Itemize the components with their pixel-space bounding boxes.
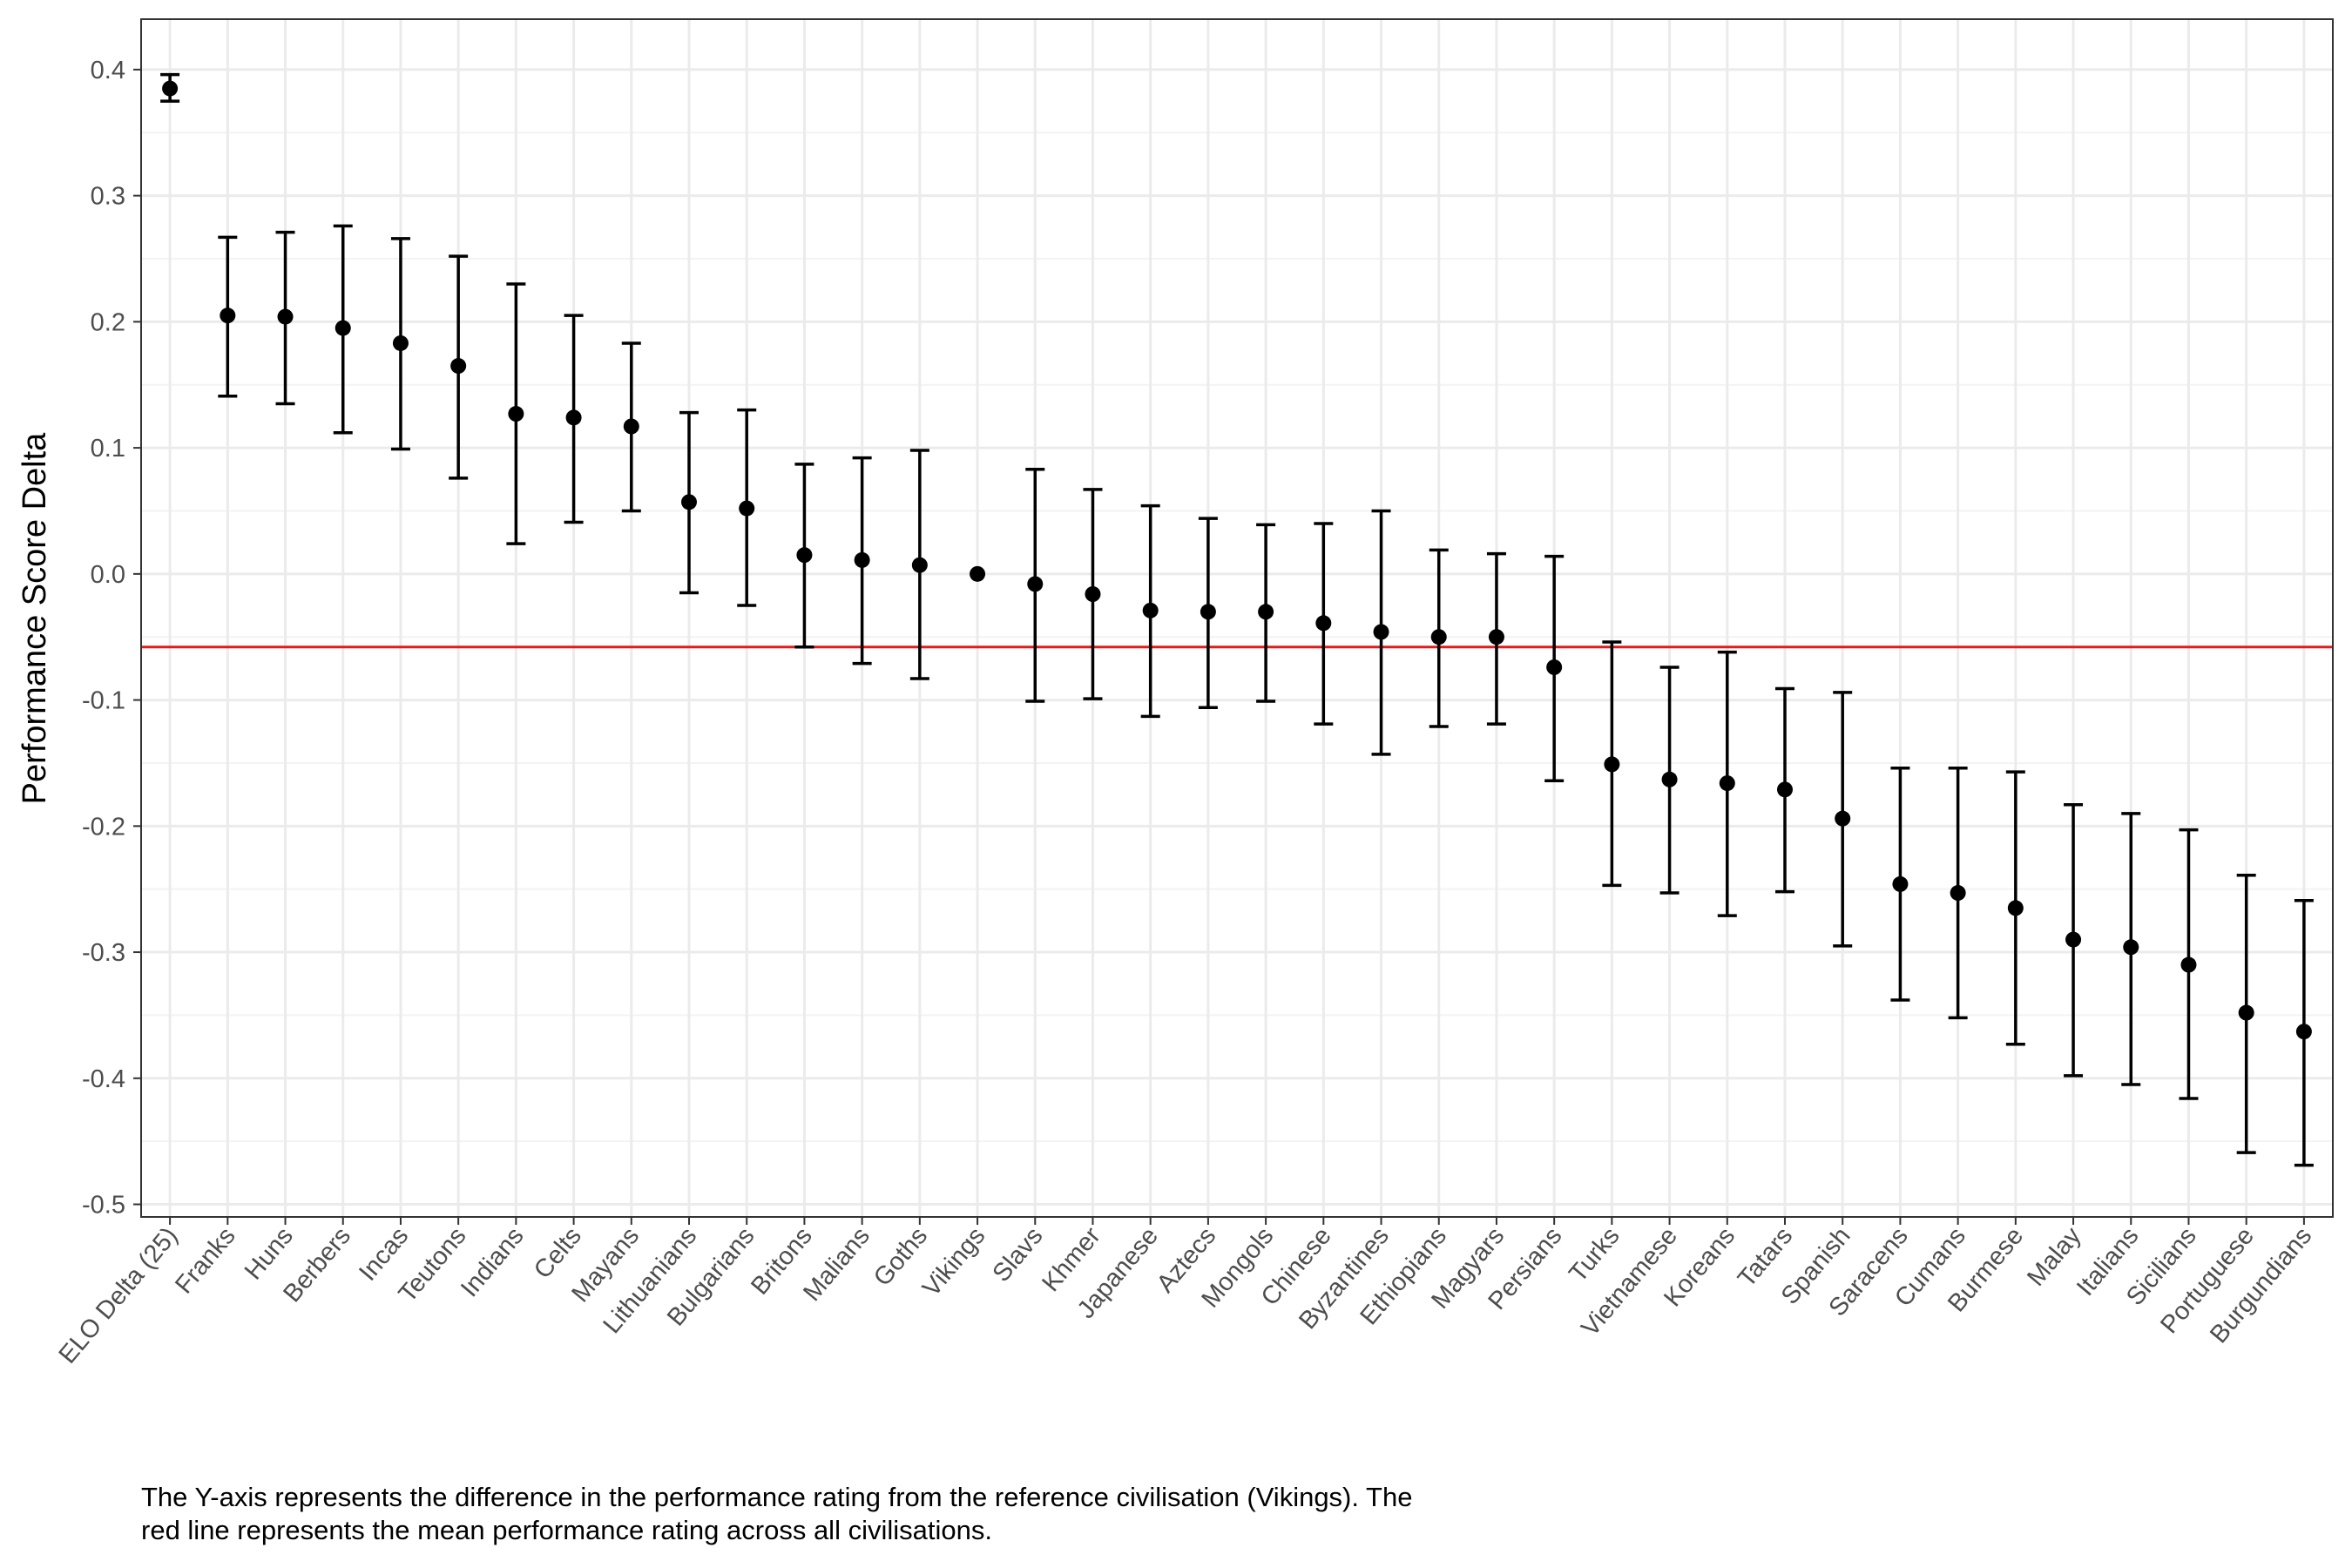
data-point xyxy=(1835,810,1851,827)
figure-caption: The Y-axis represents the difference in … xyxy=(141,1481,1674,1547)
data-point xyxy=(1430,629,1447,645)
y-tick-label: 0.3 xyxy=(91,183,125,211)
data-point xyxy=(392,335,409,351)
data-point xyxy=(911,557,928,573)
data-point xyxy=(508,406,524,422)
caption-line-1: The Y-axis represents the difference in … xyxy=(141,1482,1413,1512)
data-point xyxy=(623,418,639,435)
data-point xyxy=(739,500,755,517)
y-tick-label: -0.5 xyxy=(82,1192,125,1220)
data-point xyxy=(1950,885,1966,902)
data-point xyxy=(1661,771,1678,787)
y-tick-label: -0.1 xyxy=(82,687,125,715)
data-point xyxy=(854,551,870,568)
data-point xyxy=(2123,939,2139,956)
data-point xyxy=(681,494,697,510)
data-point xyxy=(1085,586,1101,602)
data-point xyxy=(1142,602,1159,618)
data-points xyxy=(162,80,2312,1040)
x-tick-label: Indians xyxy=(456,1222,530,1302)
data-point xyxy=(1200,604,1216,620)
y-tick-label: 0.2 xyxy=(91,308,125,336)
y-axis-title: Performance Score Delta xyxy=(17,432,53,804)
x-tick-label: Franks xyxy=(170,1222,240,1299)
data-point xyxy=(1777,781,1793,798)
plot-border xyxy=(140,18,2334,1218)
y-tick-label: 0.1 xyxy=(91,435,125,463)
x-tick-label: Vikings xyxy=(917,1222,990,1302)
y-tick-label: 0.0 xyxy=(91,561,125,589)
data-point xyxy=(1258,604,1274,620)
data-point xyxy=(335,320,351,336)
data-point xyxy=(2180,956,2197,973)
data-point xyxy=(277,308,294,325)
data-point xyxy=(162,80,179,97)
data-point xyxy=(220,308,236,324)
data-point xyxy=(1604,756,1620,773)
data-point xyxy=(2065,931,2082,948)
data-point xyxy=(796,547,813,564)
data-point xyxy=(1315,615,1332,632)
data-point xyxy=(1892,875,1909,892)
plot-background xyxy=(141,19,2333,1217)
data-point xyxy=(1719,775,1735,792)
data-point xyxy=(1546,659,1563,675)
data-point xyxy=(2007,900,2024,916)
y-axis: -0.5 -0.4 -0.3 -0.2 -0.1 0.0 0.1 0.2 0.3 0.4 xyxy=(82,57,141,1220)
data-point xyxy=(970,565,986,582)
data-point xyxy=(565,409,582,426)
major-gridlines xyxy=(141,19,2333,1217)
minor-gridlines xyxy=(141,132,2333,1143)
y-tick-label: -0.4 xyxy=(82,1065,125,1093)
y-tick-label: -0.2 xyxy=(82,813,125,841)
caption-line-2: red line represents the mean performance… xyxy=(141,1515,992,1545)
x-axis: ELO Delta (25)FranksHunsBerbersIncasTeut… xyxy=(54,1217,2317,1369)
data-point xyxy=(2295,1024,2312,1040)
data-point xyxy=(1488,629,1504,645)
y-tick-label: -0.3 xyxy=(82,939,125,967)
data-point xyxy=(450,358,467,375)
data-point xyxy=(2238,1004,2254,1021)
data-point xyxy=(1027,576,1044,592)
x-tick-label: ELO Delta (25) xyxy=(54,1222,184,1369)
y-tick-label: 0.4 xyxy=(91,57,125,84)
data-point xyxy=(1373,624,1389,640)
